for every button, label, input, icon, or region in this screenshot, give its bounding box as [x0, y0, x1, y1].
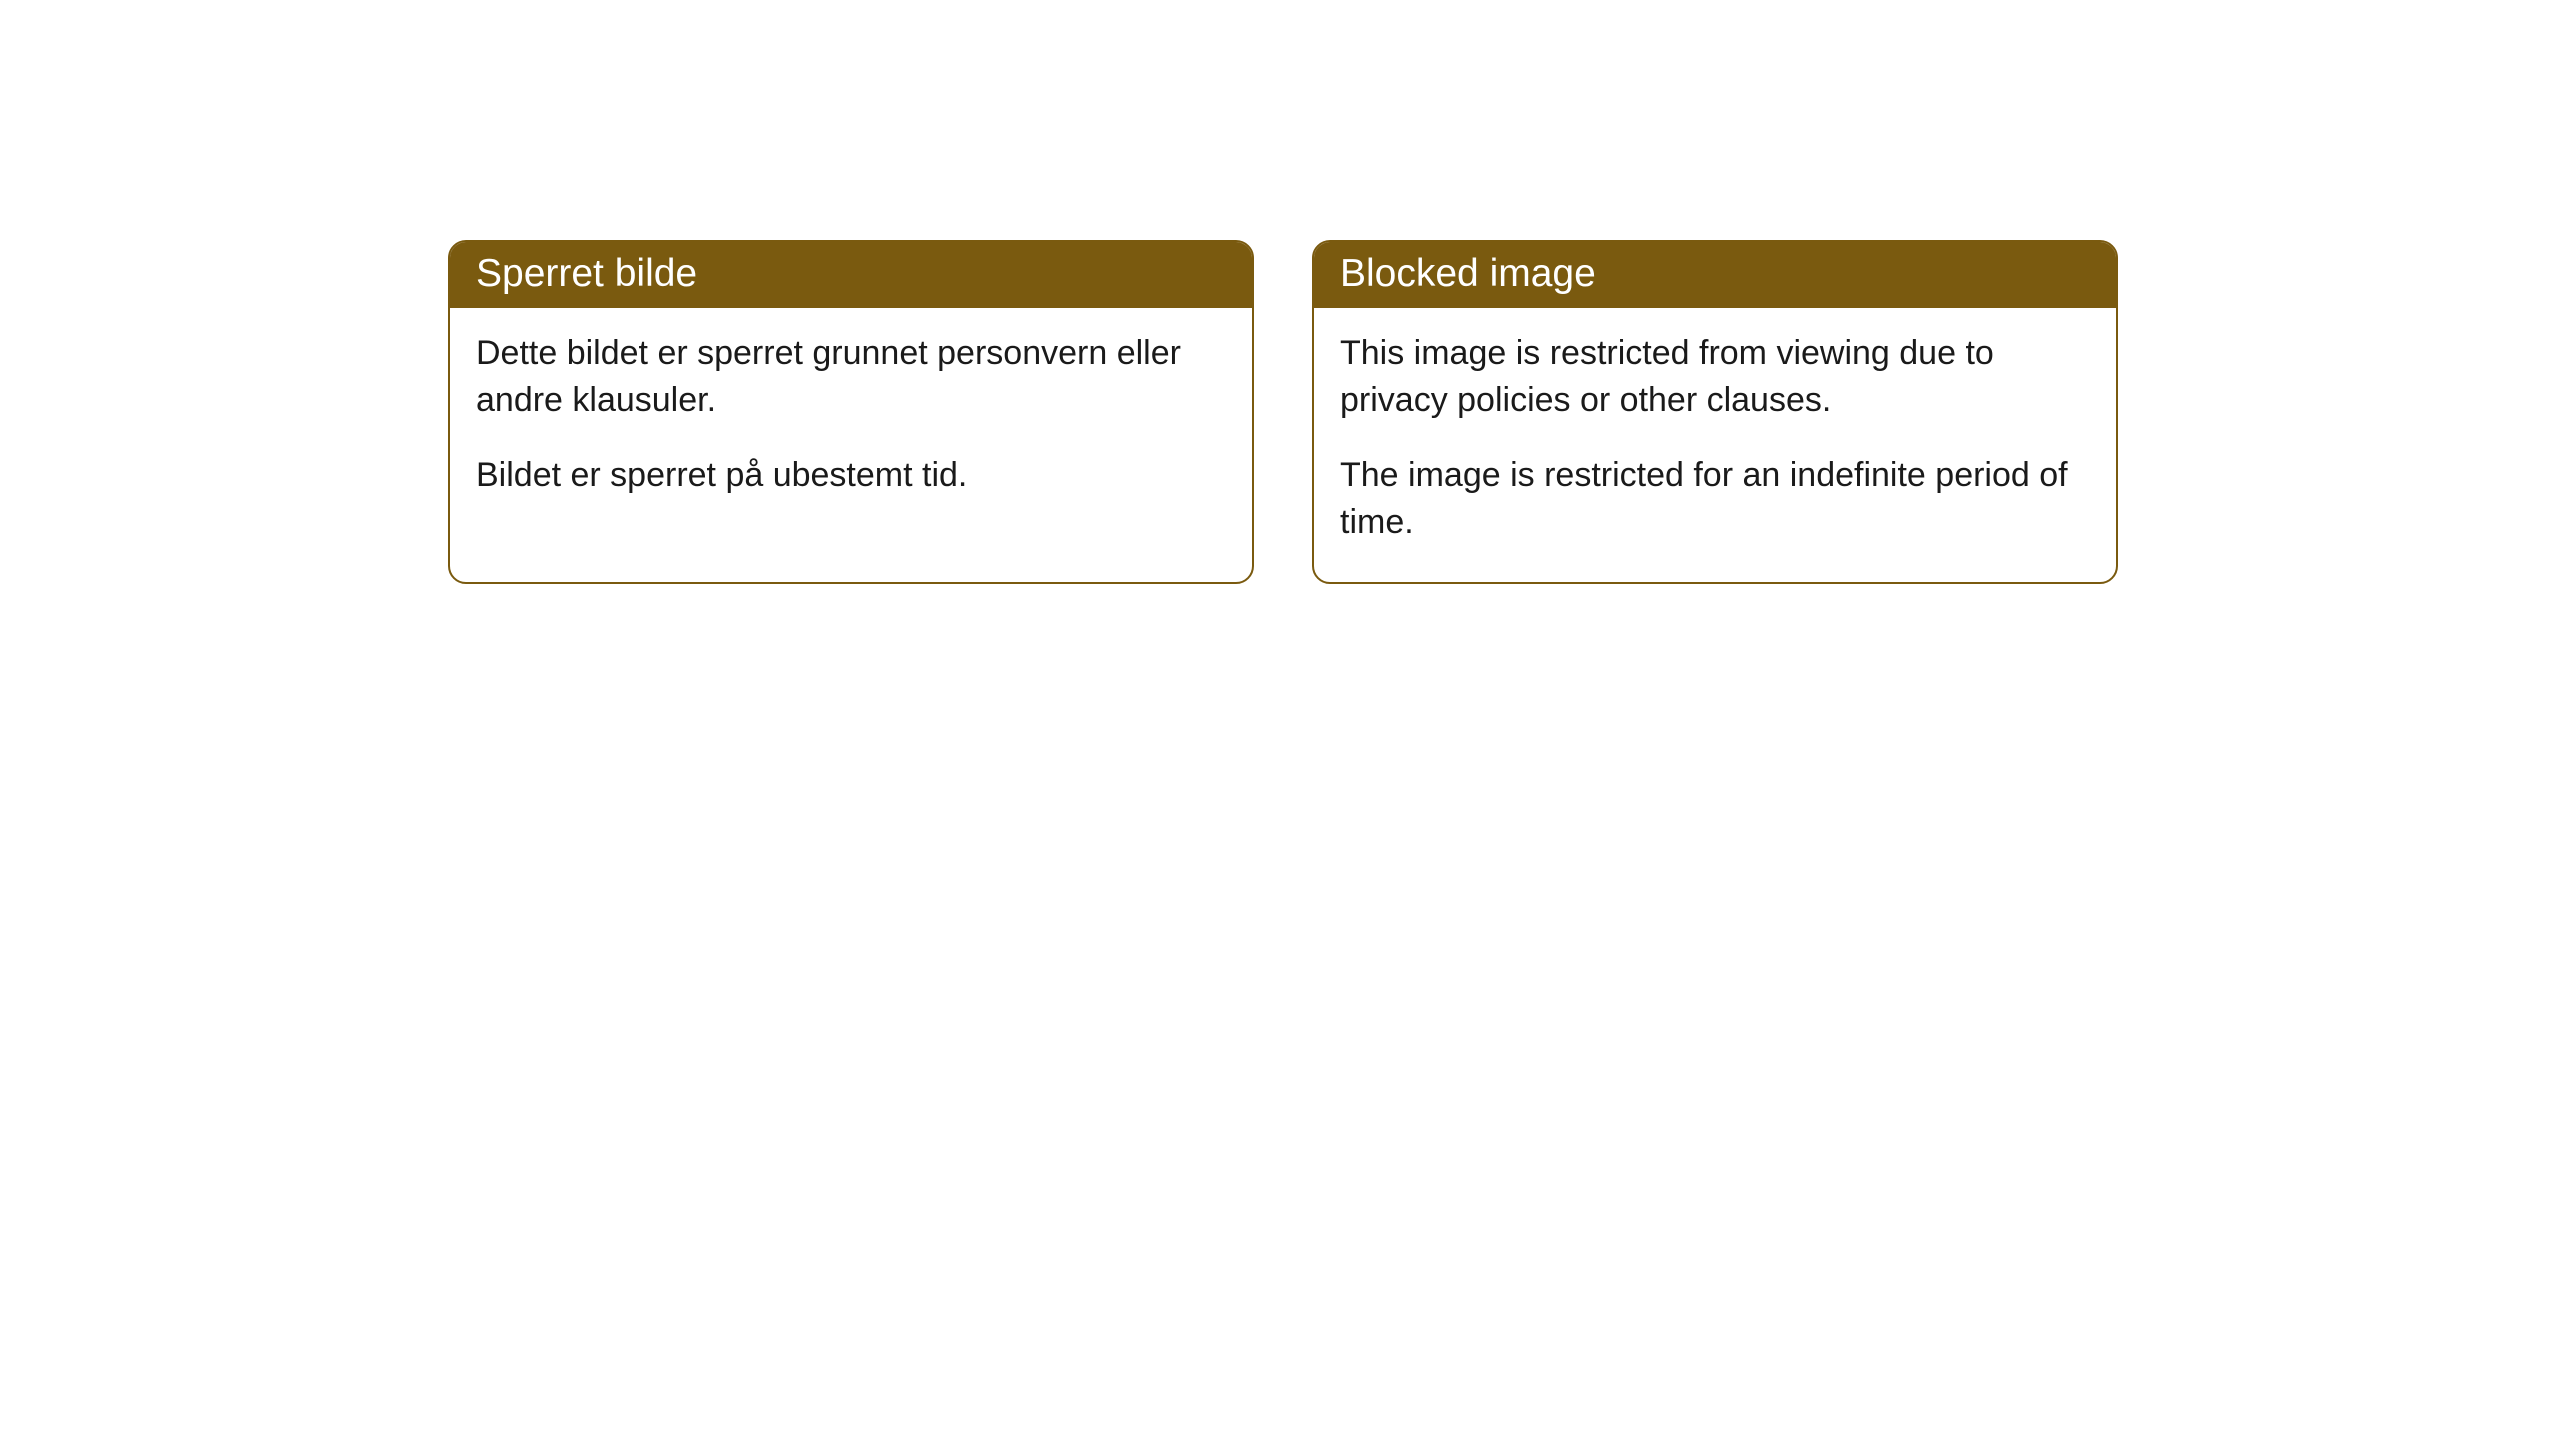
card-title-norwegian: Sperret bilde — [476, 252, 697, 295]
card-para1-norwegian: Dette bildet er sperret grunnet personve… — [476, 330, 1226, 424]
card-title-english: Blocked image — [1340, 252, 1596, 295]
card-norwegian: Sperret bilde Dette bildet er sperret gr… — [448, 240, 1254, 584]
card-header-english: Blocked image — [1314, 242, 2116, 308]
card-body-norwegian: Dette bildet er sperret grunnet personve… — [450, 308, 1252, 535]
card-english: Blocked image This image is restricted f… — [1312, 240, 2118, 584]
card-para2-english: The image is restricted for an indefinit… — [1340, 452, 2090, 546]
cards-container: Sperret bilde Dette bildet er sperret gr… — [0, 0, 2560, 584]
card-header-norwegian: Sperret bilde — [450, 242, 1252, 308]
card-body-english: This image is restricted from viewing du… — [1314, 308, 2116, 582]
card-para1-english: This image is restricted from viewing du… — [1340, 330, 2090, 424]
card-para2-norwegian: Bildet er sperret på ubestemt tid. — [476, 452, 1226, 499]
